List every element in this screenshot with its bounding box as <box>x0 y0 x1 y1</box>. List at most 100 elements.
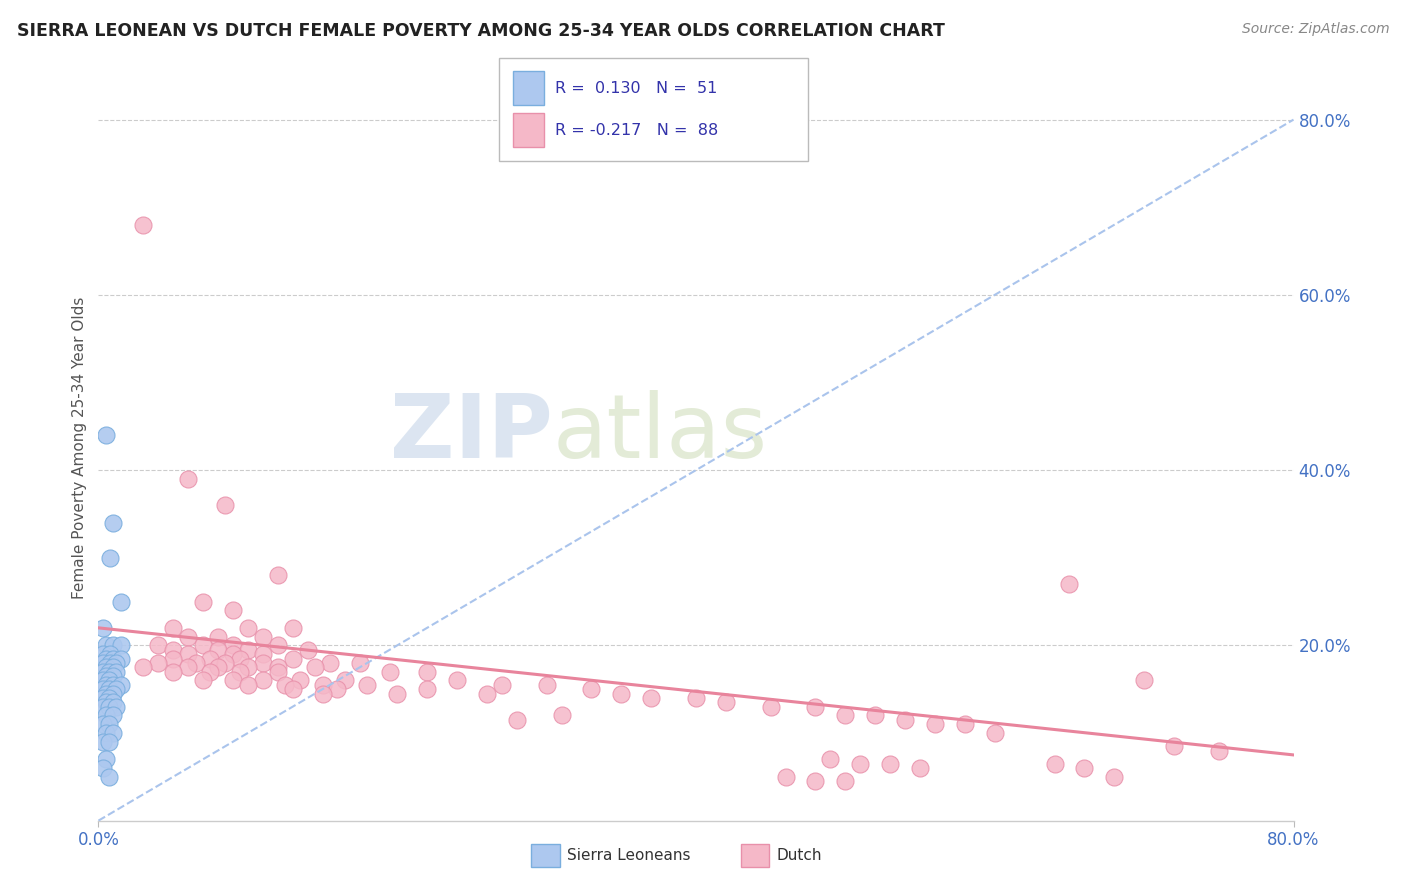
Point <box>267 665 290 679</box>
Point <box>103 687 125 701</box>
Point <box>304 660 326 674</box>
Point <box>94 752 117 766</box>
Point <box>326 682 349 697</box>
Text: R =  0.130   N =  51: R = 0.130 N = 51 <box>555 81 717 95</box>
Point <box>97 770 120 784</box>
Point <box>834 774 856 789</box>
Point <box>333 673 356 688</box>
Point <box>491 678 513 692</box>
Point <box>550 708 572 723</box>
Point <box>214 498 236 512</box>
Point <box>91 673 114 688</box>
Point <box>222 647 245 661</box>
Point <box>229 651 252 665</box>
Point <box>191 673 214 688</box>
Point <box>416 682 439 697</box>
Point <box>103 695 125 709</box>
Point <box>274 678 297 692</box>
Point <box>536 678 558 692</box>
Point <box>267 660 290 674</box>
Text: ZIP: ZIP <box>389 390 553 477</box>
Point <box>162 642 184 657</box>
Point <box>834 708 856 723</box>
Point <box>98 656 122 670</box>
Point <box>236 660 259 674</box>
Text: Source: ZipAtlas.com: Source: ZipAtlas.com <box>1241 22 1389 37</box>
Point <box>103 669 125 683</box>
Point <box>91 699 114 714</box>
Point <box>222 603 245 617</box>
Point <box>385 687 409 701</box>
Point <box>97 665 120 679</box>
Point <box>1208 743 1230 757</box>
Point <box>207 630 229 644</box>
Point <box>759 699 782 714</box>
Point <box>162 665 184 679</box>
Point <box>820 752 842 766</box>
Point <box>953 717 976 731</box>
Point <box>94 726 117 740</box>
Point <box>184 656 207 670</box>
Point <box>775 770 797 784</box>
Point <box>94 660 117 674</box>
Point <box>91 735 114 749</box>
Point <box>132 660 155 674</box>
Text: Sierra Leoneans: Sierra Leoneans <box>567 848 690 863</box>
Text: atlas: atlas <box>553 390 768 477</box>
Point <box>446 673 468 688</box>
Point <box>1163 739 1185 753</box>
Point <box>849 756 872 771</box>
Point <box>252 647 274 661</box>
Point <box>97 690 120 705</box>
Point <box>97 699 120 714</box>
Point <box>177 472 200 486</box>
Point <box>91 665 114 679</box>
Point <box>865 708 887 723</box>
Text: R = -0.217   N =  88: R = -0.217 N = 88 <box>555 123 718 137</box>
Point <box>804 699 827 714</box>
Point <box>908 761 931 775</box>
Point <box>91 761 114 775</box>
Point <box>191 594 214 608</box>
Point <box>640 690 662 705</box>
Point <box>97 682 120 697</box>
Point <box>110 678 132 692</box>
Point <box>416 665 439 679</box>
Point <box>281 682 304 697</box>
Point <box>91 682 114 697</box>
Point <box>581 682 603 697</box>
Point <box>191 639 214 653</box>
Point <box>91 690 114 705</box>
Point <box>506 713 529 727</box>
Point <box>610 687 633 701</box>
Point <box>356 678 378 692</box>
Point <box>105 682 128 697</box>
Point <box>1133 673 1156 688</box>
Point <box>214 656 236 670</box>
Point <box>177 660 200 674</box>
Point <box>105 699 128 714</box>
Y-axis label: Female Poverty Among 25-34 Year Olds: Female Poverty Among 25-34 Year Olds <box>72 297 87 599</box>
Point <box>804 774 827 789</box>
Point <box>148 639 170 653</box>
Point <box>378 665 401 679</box>
Point <box>91 656 114 670</box>
Point <box>94 669 117 683</box>
Point <box>94 651 117 665</box>
Point <box>91 647 114 661</box>
Point <box>177 647 200 661</box>
Point <box>103 678 125 692</box>
Point <box>177 630 200 644</box>
Point <box>110 639 132 653</box>
Point <box>984 726 1007 740</box>
Point <box>222 673 245 688</box>
Point <box>288 673 311 688</box>
Point <box>924 717 946 731</box>
Point <box>1059 577 1081 591</box>
Point <box>1104 770 1126 784</box>
Point <box>105 665 128 679</box>
Point <box>281 651 304 665</box>
Point <box>91 621 114 635</box>
Point <box>236 678 259 692</box>
Point <box>714 695 737 709</box>
